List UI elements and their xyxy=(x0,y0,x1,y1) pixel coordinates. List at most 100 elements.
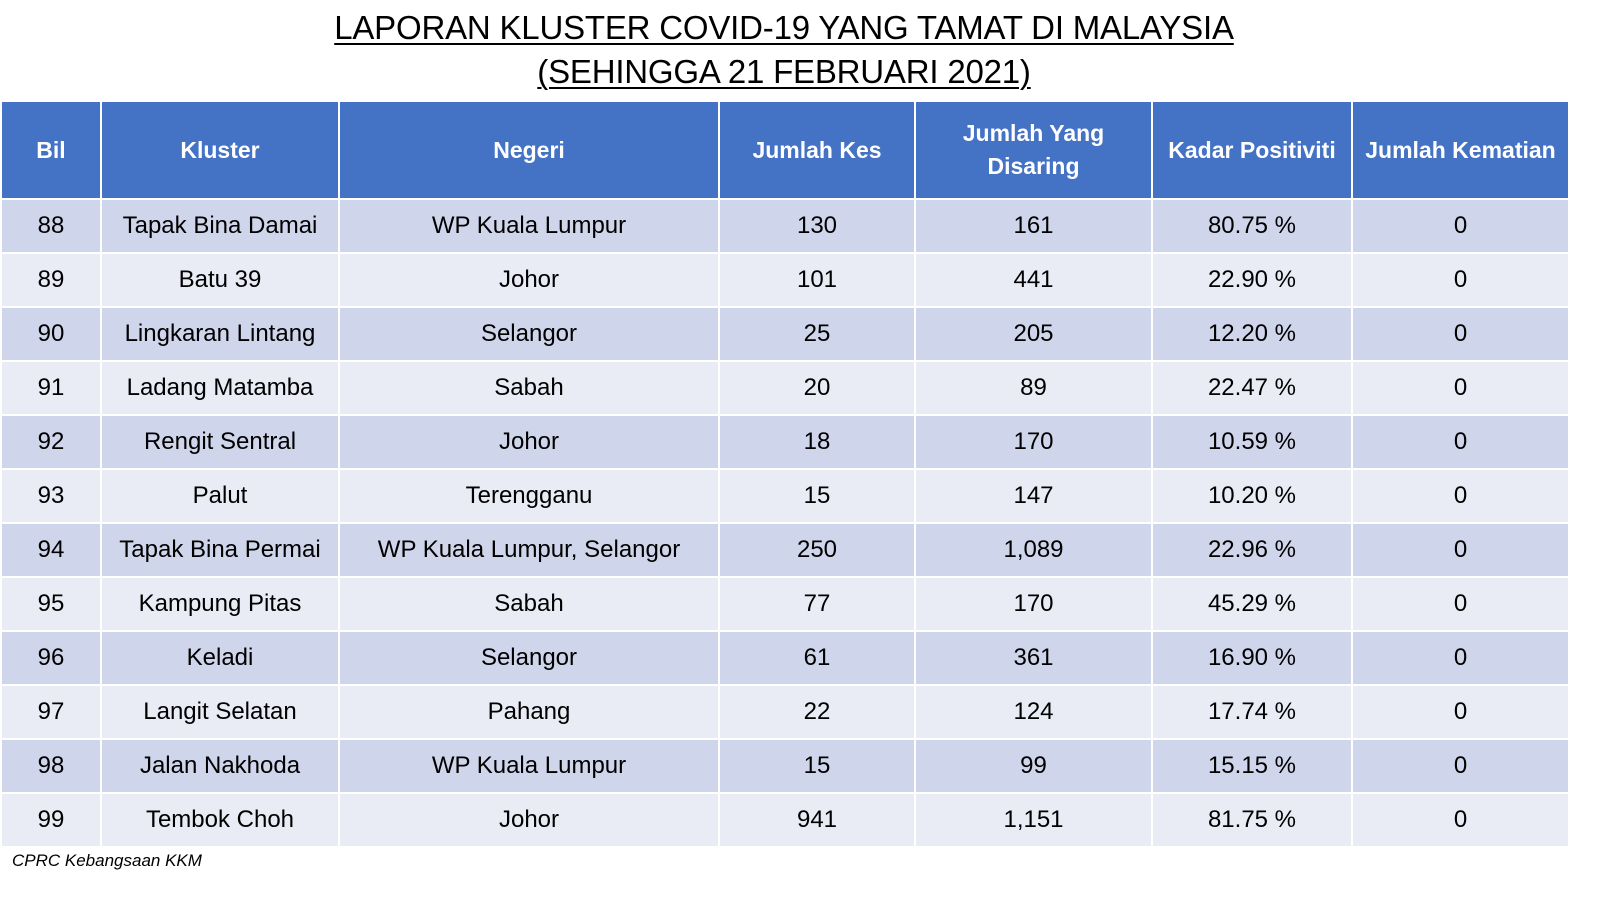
report-title: LAPORAN KLUSTER COVID-19 YANG TAMAT DI M… xyxy=(0,6,1568,94)
cell-negeri: Pahang xyxy=(338,684,720,740)
cell-kluster: Rengit Sentral xyxy=(100,414,340,470)
cell-negeri: WP Kuala Lumpur xyxy=(338,198,720,254)
cell-jumlah-kematian: 0 xyxy=(1351,360,1570,416)
cell-jumlah-disaring: 99 xyxy=(914,738,1153,794)
table-row: 90 Lingkaran Lintang Selangor 25 205 12.20 % 0 xyxy=(0,306,1570,362)
cell-jumlah-kematian: 0 xyxy=(1351,792,1570,848)
cell-jumlah-kes: 250 xyxy=(718,522,916,578)
header-jumlah-kematian: Jumlah Kematian xyxy=(1351,100,1570,200)
cell-jumlah-disaring: 1,151 xyxy=(914,792,1153,848)
table-row: 94 Tapak Bina Permai WP Kuala Lumpur, Sela… xyxy=(0,522,1570,578)
cell-kadar-positiviti: 22.47 % xyxy=(1151,360,1353,416)
table-row: 99 Tembok Choh Johor 941 1,151 81.75 % 0 xyxy=(0,792,1570,848)
cell-jumlah-kematian: 0 xyxy=(1351,738,1570,794)
cell-jumlah-kematian: 0 xyxy=(1351,522,1570,578)
cell-negeri: Sabah xyxy=(338,576,720,632)
cell-jumlah-disaring: 170 xyxy=(914,576,1153,632)
cell-kluster: Ladang Matamba xyxy=(100,360,340,416)
header-kadar-positiviti: Kadar Positiviti xyxy=(1151,100,1353,200)
cell-negeri: Terengganu xyxy=(338,468,720,524)
cluster-table: Bil Kluster Negeri Jumlah Kes Jumlah Yan… xyxy=(0,100,1570,848)
cell-negeri: Sabah xyxy=(338,360,720,416)
table-row: 98 Jalan Nakhoda WP Kuala Lumpur 15 99 15.15 … xyxy=(0,738,1570,794)
cell-negeri: Johor xyxy=(338,414,720,470)
cell-negeri: WP Kuala Lumpur, Selangor xyxy=(338,522,720,578)
cell-jumlah-disaring: 161 xyxy=(914,198,1153,254)
cell-negeri: Selangor xyxy=(338,630,720,686)
cell-jumlah-disaring: 89 xyxy=(914,360,1153,416)
cell-jumlah-kes: 18 xyxy=(718,414,916,470)
table-row: 96 Keladi Selangor 61 361 16.90 % 0 xyxy=(0,630,1570,686)
cell-bil: 93 xyxy=(0,468,102,524)
cell-jumlah-kematian: 0 xyxy=(1351,468,1570,524)
cluster-table-container: Bil Kluster Negeri Jumlah Kes Jumlah Yan… xyxy=(0,100,1570,848)
cell-bil: 96 xyxy=(0,630,102,686)
cell-bil: 99 xyxy=(0,792,102,848)
cell-jumlah-disaring: 147 xyxy=(914,468,1153,524)
header-jumlah-kes: Jumlah Kes xyxy=(718,100,916,200)
table-row: 97 Langit Selatan Pahang 22 124 17.74 % 0 xyxy=(0,684,1570,740)
table-row: 93 Palut Terengganu 15 147 10.20 % 0 xyxy=(0,468,1570,524)
cell-jumlah-disaring: 1,089 xyxy=(914,522,1153,578)
source-footer: CPRC Kebangsaan KKM xyxy=(12,851,202,870)
cell-jumlah-kes: 941 xyxy=(718,792,916,848)
cell-kadar-positiviti: 10.59 % xyxy=(1151,414,1353,470)
title-line-2: (SEHINGGA 21 FEBRUARI 2021) xyxy=(537,53,1031,90)
cell-bil: 95 xyxy=(0,576,102,632)
cell-kluster: Palut xyxy=(100,468,340,524)
cell-jumlah-disaring: 205 xyxy=(914,306,1153,362)
cell-bil: 98 xyxy=(0,738,102,794)
cell-bil: 92 xyxy=(0,414,102,470)
cell-jumlah-kes: 101 xyxy=(718,252,916,308)
table-body: 88 Tapak Bina Damai WP Kuala Lumpur 130 161 8… xyxy=(0,198,1570,848)
cell-negeri: Johor xyxy=(338,252,720,308)
header-kluster: Kluster xyxy=(100,100,340,200)
cell-kadar-positiviti: 10.20 % xyxy=(1151,468,1353,524)
cell-bil: 89 xyxy=(0,252,102,308)
cell-jumlah-kes: 15 xyxy=(718,738,916,794)
cell-kadar-positiviti: 45.29 % xyxy=(1151,576,1353,632)
table-row: 88 Tapak Bina Damai WP Kuala Lumpur 130 161 8… xyxy=(0,198,1570,254)
cell-bil: 97 xyxy=(0,684,102,740)
cell-jumlah-disaring: 441 xyxy=(914,252,1153,308)
table-row: 91 Ladang Matamba Sabah 20 89 22.47 % 0 xyxy=(0,360,1570,416)
cell-kluster: Tembok Choh xyxy=(100,792,340,848)
cell-kadar-positiviti: 22.90 % xyxy=(1151,252,1353,308)
cell-kluster: Lingkaran Lintang xyxy=(100,306,340,362)
cell-kluster: Langit Selatan xyxy=(100,684,340,740)
cell-negeri: WP Kuala Lumpur xyxy=(338,738,720,794)
cell-jumlah-disaring: 361 xyxy=(914,630,1153,686)
cell-jumlah-kematian: 0 xyxy=(1351,252,1570,308)
cell-kluster: Tapak Bina Damai xyxy=(100,198,340,254)
cell-bil: 94 xyxy=(0,522,102,578)
cell-negeri: Selangor xyxy=(338,306,720,362)
cell-jumlah-kes: 20 xyxy=(718,360,916,416)
cell-kadar-positiviti: 17.74 % xyxy=(1151,684,1353,740)
cell-bil: 88 xyxy=(0,198,102,254)
cell-jumlah-kematian: 0 xyxy=(1351,630,1570,686)
table-row: 95 Kampung Pitas Sabah 77 170 45.29 % 0 xyxy=(0,576,1570,632)
cell-bil: 90 xyxy=(0,306,102,362)
cell-kadar-positiviti: 22.96 % xyxy=(1151,522,1353,578)
cell-kluster: Kampung Pitas xyxy=(100,576,340,632)
table-row: 89 Batu 39 Johor 101 441 22.90 % 0 xyxy=(0,252,1570,308)
cell-kadar-positiviti: 81.75 % xyxy=(1151,792,1353,848)
cell-kluster: Batu 39 xyxy=(100,252,340,308)
cell-jumlah-disaring: 170 xyxy=(914,414,1153,470)
cell-bil: 91 xyxy=(0,360,102,416)
table-row: 92 Rengit Sentral Johor 18 170 10.59 % 0 xyxy=(0,414,1570,470)
header-jumlah-disaring: Jumlah Yang Disaring xyxy=(914,100,1153,200)
cell-jumlah-kes: 25 xyxy=(718,306,916,362)
cell-kadar-positiviti: 15.15 % xyxy=(1151,738,1353,794)
cell-jumlah-kematian: 0 xyxy=(1351,306,1570,362)
cell-jumlah-kematian: 0 xyxy=(1351,684,1570,740)
cell-kluster: Tapak Bina Permai xyxy=(100,522,340,578)
cell-kadar-positiviti: 12.20 % xyxy=(1151,306,1353,362)
title-line-1: LAPORAN KLUSTER COVID-19 YANG TAMAT DI M… xyxy=(334,9,1234,46)
cell-kluster: Jalan Nakhoda xyxy=(100,738,340,794)
cell-kluster: Keladi xyxy=(100,630,340,686)
cell-jumlah-kes: 22 xyxy=(718,684,916,740)
cell-jumlah-kes: 130 xyxy=(718,198,916,254)
cell-jumlah-kematian: 0 xyxy=(1351,576,1570,632)
header-bil: Bil xyxy=(0,100,102,200)
